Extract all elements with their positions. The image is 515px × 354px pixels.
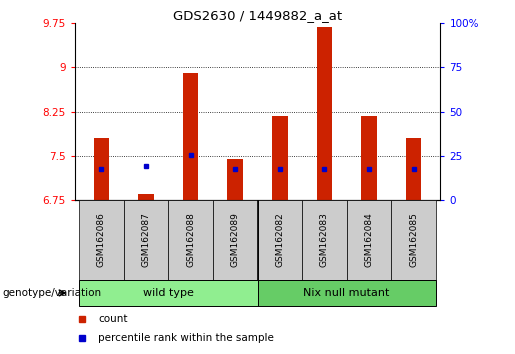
Text: GSM162088: GSM162088	[186, 212, 195, 267]
Text: percentile rank within the sample: percentile rank within the sample	[98, 333, 274, 343]
Text: GSM162089: GSM162089	[231, 212, 239, 267]
Bar	[406, 138, 421, 200]
Bar	[213, 200, 258, 280]
Bar	[347, 200, 391, 280]
Bar	[258, 200, 302, 280]
Text: GSM162087: GSM162087	[142, 212, 150, 267]
Text: GSM162086: GSM162086	[97, 212, 106, 267]
Bar	[391, 200, 436, 280]
Bar	[138, 194, 154, 200]
Text: count: count	[98, 314, 128, 324]
Bar	[94, 138, 109, 200]
Bar	[302, 200, 347, 280]
Text: GSM162083: GSM162083	[320, 212, 329, 267]
Bar	[258, 280, 436, 306]
Text: Nix null mutant: Nix null mutant	[303, 288, 390, 298]
Text: GSM162085: GSM162085	[409, 212, 418, 267]
Text: genotype/variation: genotype/variation	[3, 288, 101, 298]
Bar	[183, 73, 198, 200]
Bar	[124, 200, 168, 280]
Text: wild type: wild type	[143, 288, 194, 298]
Bar	[168, 200, 213, 280]
Bar	[79, 200, 124, 280]
Text: GSM162082: GSM162082	[276, 212, 284, 267]
Bar	[79, 280, 258, 306]
Bar	[317, 27, 332, 200]
Text: GSM162084: GSM162084	[365, 212, 373, 267]
Text: GDS2630 / 1449882_a_at: GDS2630 / 1449882_a_at	[173, 9, 342, 22]
Bar	[361, 116, 377, 200]
Bar	[272, 116, 287, 200]
Bar	[228, 159, 243, 200]
